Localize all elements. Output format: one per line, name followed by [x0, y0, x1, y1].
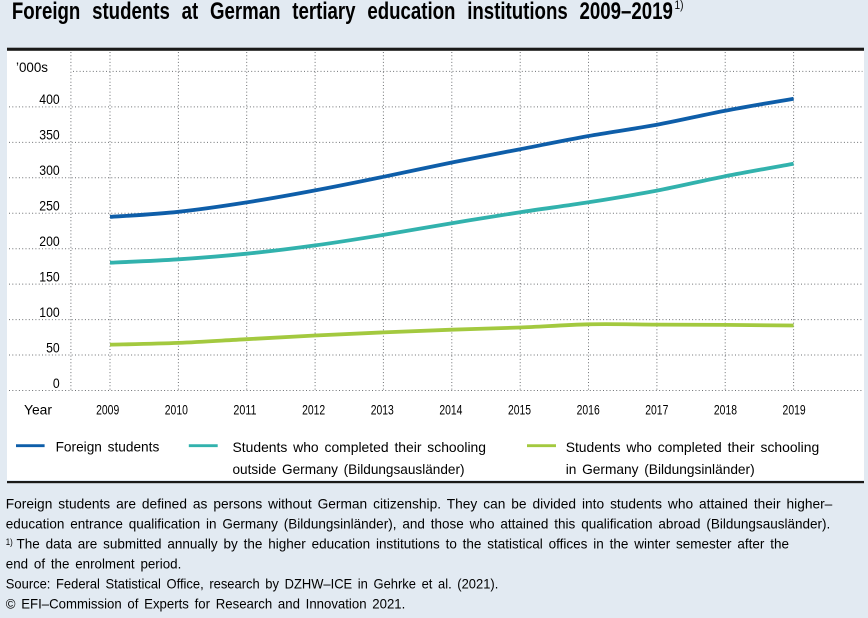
svg-text:250: 250	[39, 199, 59, 214]
svg-text:0: 0	[53, 376, 60, 391]
svg-text:Students who completed their s: Students who completed their schooling	[566, 439, 820, 455]
svg-text:100: 100	[39, 305, 59, 320]
svg-text:2015: 2015	[508, 403, 531, 418]
svg-text:1): 1)	[675, 0, 684, 12]
svg-text:50: 50	[46, 340, 60, 355]
svg-text:The data are submitted annuall: The data are submitted annually by the h…	[17, 536, 790, 552]
svg-text:150: 150	[39, 269, 59, 284]
svg-text:outside Germany (Bildungsauslä: outside Germany (Bildungsausländer)	[233, 461, 465, 477]
svg-text:2011: 2011	[233, 403, 256, 418]
svg-text:in Germany (Bildungsinländer): in Germany (Bildungsinländer)	[566, 461, 755, 477]
svg-text:2013: 2013	[371, 403, 394, 418]
svg-text:Source: Federal Statistical Of: Source: Federal Statistical Office, rese…	[6, 576, 499, 592]
svg-text:2018: 2018	[714, 403, 737, 418]
svg-text:Foreign students are defined a: Foreign students are defined as persons …	[6, 496, 833, 512]
svg-text:Students who completed their s: Students who completed their schooling	[233, 439, 487, 455]
svg-text:2016: 2016	[577, 403, 600, 418]
svg-text:200: 200	[39, 234, 59, 249]
svg-text:2012: 2012	[302, 403, 325, 418]
svg-text:Foreign students: Foreign students	[56, 439, 160, 455]
svg-text:350: 350	[39, 128, 59, 143]
svg-text:end of the enrolment period.: end of the enrolment period.	[6, 556, 182, 572]
svg-text:300: 300	[39, 163, 59, 178]
svg-text:2014: 2014	[439, 403, 462, 418]
svg-text:400: 400	[39, 92, 59, 107]
svg-text:Year: Year	[24, 403, 53, 418]
svg-text:Foreign students at German ter: Foreign students at German tertiary educ…	[12, 0, 673, 25]
svg-text:’000s: ’000s	[16, 60, 48, 75]
svg-text:2019: 2019	[783, 403, 806, 418]
svg-text:© EFI–Commission of Experts fo: © EFI–Commission of Experts for Research…	[6, 596, 406, 612]
svg-text:1): 1)	[6, 537, 13, 548]
svg-text:education entrance qualificati: education entrance qualification in Germ…	[6, 516, 831, 532]
svg-text:2017: 2017	[645, 403, 668, 418]
svg-text:2010: 2010	[165, 403, 188, 418]
svg-text:2009: 2009	[96, 403, 119, 418]
